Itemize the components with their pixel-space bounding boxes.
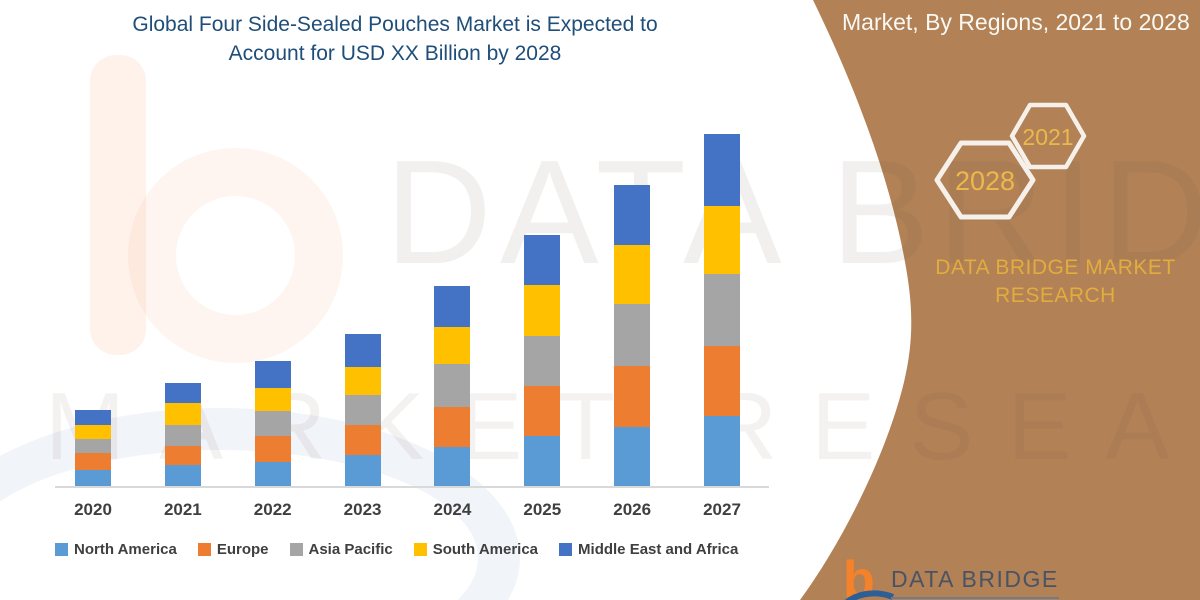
bar-segment-2023 xyxy=(344,334,381,367)
x-axis-label-2020: 2020 xyxy=(74,500,112,519)
legend-swatch-icon xyxy=(559,543,573,556)
legend-label: North America xyxy=(74,541,177,558)
x-axis-label-2021: 2021 xyxy=(163,500,202,519)
bar-segment-2020 xyxy=(75,439,111,453)
footer-logo: b DATA BRIDGE MARKET RESEARCH xyxy=(843,554,1103,600)
hexagon-2028-label: 2028 xyxy=(954,166,1016,196)
x-axis-line xyxy=(55,486,769,488)
bar-2020: 2020 xyxy=(74,410,112,519)
bar-2026: 2026 xyxy=(613,185,651,519)
bar-2024: 2024 xyxy=(434,286,471,519)
bar-2021: 2021 xyxy=(164,383,202,519)
bar-segment-2020 xyxy=(75,425,111,439)
bar-segment-2025 xyxy=(524,386,561,436)
bar-2023: 2023 xyxy=(344,334,381,519)
bar-segment-2021 xyxy=(164,446,201,465)
legend-label: Asia Pacific xyxy=(308,541,393,558)
legend-label: South America xyxy=(432,541,539,558)
bar-2025: 2025 xyxy=(523,235,561,519)
legend-item: North America xyxy=(55,541,177,558)
bar-segment-2023 xyxy=(344,425,381,455)
bar-segment-2026 xyxy=(614,185,651,245)
bar-segment-2021 xyxy=(164,425,201,446)
bar-segment-2023 xyxy=(344,395,381,425)
x-axis-label-2027: 2027 xyxy=(703,500,741,519)
brand-text-line1: DATA BRIDGE MARKET xyxy=(935,256,1176,279)
hexagon-2021-label: 2021 xyxy=(1022,124,1074,150)
bar-segment-2021 xyxy=(164,383,201,403)
legend-label: Middle East and Africa xyxy=(578,541,739,558)
bar-segment-2027 xyxy=(704,274,741,346)
bar-segment-2023 xyxy=(344,455,381,486)
legend-swatch-icon xyxy=(55,543,68,556)
bar-segment-2021 xyxy=(164,465,201,486)
brand-text: DATA BRIDGE MARKET RESEARCH xyxy=(928,254,1183,310)
bar-segment-2025 xyxy=(524,235,561,285)
watermark-b-stem xyxy=(90,55,146,355)
bar-segment-2022 xyxy=(254,462,291,486)
bar-segment-2025 xyxy=(524,436,561,486)
bar-segment-2026 xyxy=(614,366,651,427)
bar-segment-2026 xyxy=(614,427,651,486)
x-axis-label-2024: 2024 xyxy=(433,500,472,519)
bar-segment-2025 xyxy=(524,336,561,386)
bar-2022: 2022 xyxy=(254,361,292,519)
hexagon-2028 xyxy=(934,140,1036,220)
legend-item: Asia Pacific xyxy=(289,541,393,558)
panel-heading: Market, By Regions, 2021 to 2028 xyxy=(842,9,1190,35)
bar-segment-2027 xyxy=(704,346,741,416)
bar-segment-2024 xyxy=(434,286,471,327)
bar-2027: 2027 xyxy=(703,134,741,519)
bar-segment-2022 xyxy=(254,388,291,411)
bar-segment-2020 xyxy=(75,470,111,486)
legend-swatch-icon xyxy=(413,543,427,556)
bar-segment-2024 xyxy=(434,447,471,486)
chart-title-line2: Account for USD XX Billion by 2028 xyxy=(228,42,562,65)
x-axis-label-2025: 2025 xyxy=(523,500,562,519)
legend-swatch-icon xyxy=(289,543,303,556)
bar-segment-2022 xyxy=(254,411,291,436)
bar-segment-2024 xyxy=(434,364,471,407)
legend-swatch-icon xyxy=(197,543,211,556)
bar-segment-2026 xyxy=(614,304,651,366)
bar-segment-2027 xyxy=(704,134,741,206)
bar-segment-2027 xyxy=(704,206,741,274)
legend-label: Europe xyxy=(216,541,269,558)
swoosh-icon xyxy=(844,590,895,600)
legend-item: Europe xyxy=(197,541,269,558)
legend-item: South America xyxy=(413,541,539,558)
bar-segment-2025 xyxy=(524,285,561,336)
bar-segment-2024 xyxy=(434,407,471,447)
legend-item: Middle East and Africa xyxy=(559,541,738,558)
hexagon-2021 xyxy=(1009,102,1087,170)
chart-legend: North America Europe Asia Pacific South Ame… xyxy=(55,541,738,558)
hexagon-badges xyxy=(934,102,1087,220)
bar-segment-2022 xyxy=(254,361,291,388)
x-axis-label-2026: 2026 xyxy=(613,500,652,519)
bar-segment-2024 xyxy=(434,327,471,364)
bar-segment-2020 xyxy=(75,410,111,425)
bar-segment-2023 xyxy=(344,367,381,395)
bar-segment-2021 xyxy=(164,403,201,425)
bar-segment-2027 xyxy=(704,416,741,486)
plot-area: 2020 2021 2022 2023 2024 2025 2026 2027 xyxy=(57,95,769,519)
bar-segment-2020 xyxy=(75,453,111,470)
x-axis-label-2022: 2022 xyxy=(253,500,292,519)
brand-text-line2: RESEARCH xyxy=(995,284,1116,307)
bar-segment-2026 xyxy=(614,245,651,304)
chart-title: Global Four Side-Sealed Pouches Market i… xyxy=(0,10,790,68)
chart-title-line1: Global Four Side-Sealed Pouches Market i… xyxy=(132,13,658,36)
x-axis-label-2023: 2023 xyxy=(343,500,382,519)
bar-segment-2022 xyxy=(254,436,291,462)
footer-brand-text: DATA BRIDGE xyxy=(891,566,1059,599)
